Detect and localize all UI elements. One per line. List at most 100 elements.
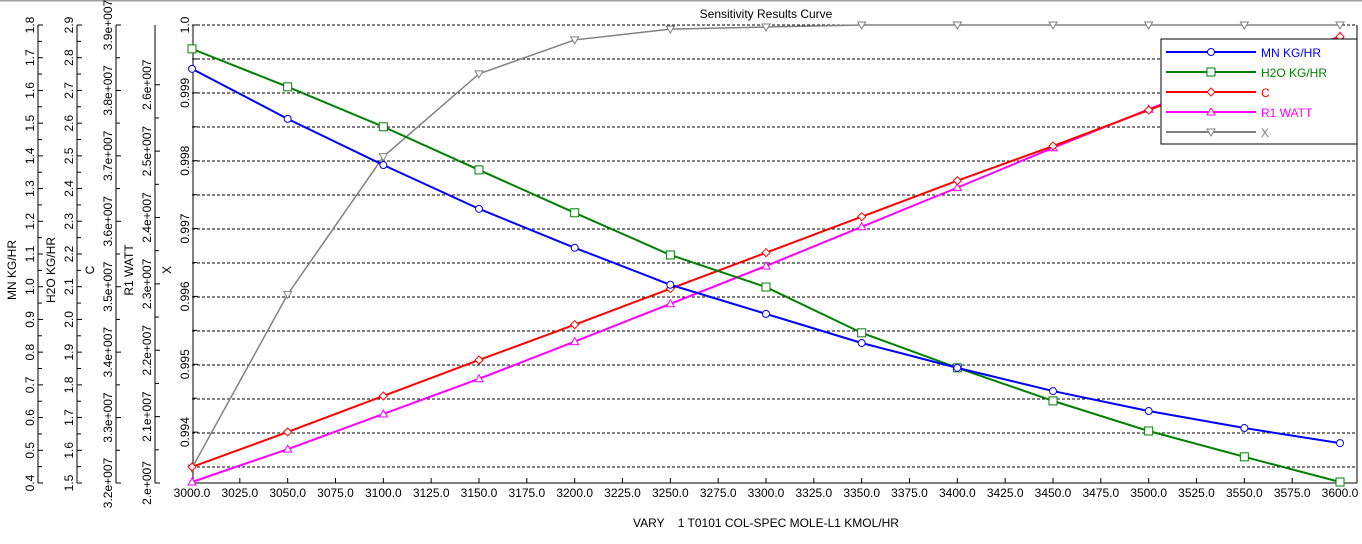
triangle-down-marker	[1048, 21, 1058, 31]
diamond-marker	[187, 462, 197, 472]
legend-item: C	[1166, 86, 1270, 100]
square-marker	[378, 122, 388, 132]
y-tick-label: 2.6	[62, 114, 76, 131]
y-tick-label: 2.2e+007	[140, 325, 154, 376]
diamond-marker	[569, 319, 580, 330]
triangle-down-marker	[761, 23, 771, 33]
circle-marker	[570, 243, 579, 252]
triangle-down-marker	[1239, 21, 1250, 31]
circle-marker	[1336, 439, 1344, 448]
square-marker	[187, 44, 197, 54]
triangle-down-marker	[665, 25, 676, 35]
x-tick-label: 3450.0	[1035, 486, 1072, 500]
series-group	[187, 21, 1345, 487]
y-tick-label: 0.994	[178, 417, 192, 447]
triangle-down-marker	[282, 290, 293, 300]
y-tick-label: 0.995	[178, 349, 192, 379]
x-axis: 3000.0 3025.0 3050.0 3075.0 3100.0 3125.0 3150…	[174, 478, 1359, 500]
x-tick-label: 3175.0	[508, 486, 545, 500]
diamond-marker	[761, 247, 771, 258]
y-tick-label: 3.4e+007	[101, 327, 115, 378]
circle-marker	[379, 161, 388, 170]
diamond-marker	[856, 211, 867, 222]
triangle-up-marker	[378, 408, 389, 418]
y-axes: 0.4 0.5 0.6 0.7 0.8 0.9 1.0 1.1 1.2 1.3 1.4 1.5 1.6 1…	[5, 0, 198, 508]
y-tick-label: 1.6	[62, 442, 76, 459]
x-tick-label: 3550.0	[1226, 486, 1263, 500]
y-axis-label: X	[160, 266, 174, 274]
triangle-up-marker	[282, 444, 293, 453]
chart-title: Sensitivity Results Curve	[700, 7, 833, 21]
y-tick-label: 1.8	[23, 16, 37, 33]
y-tick-label: 0.998	[178, 145, 192, 175]
legend-item: MN KG/HR	[1166, 46, 1321, 60]
triangle-up-marker	[665, 298, 676, 308]
triangle-down-marker	[856, 21, 867, 31]
y-axis-label: R1 WATT	[122, 244, 136, 296]
y-tick-label: 0.6	[23, 409, 37, 426]
circle-marker	[953, 363, 962, 372]
y-tick-label: 2.2	[62, 245, 76, 262]
y-tick-label: 2.3e+007	[140, 258, 154, 309]
triangle-down-marker	[952, 21, 963, 31]
y-tick-label: 3.3e+007	[101, 392, 115, 443]
legend-item: H2O KG/HR	[1166, 66, 1327, 80]
circle-marker	[1240, 424, 1249, 433]
x-tick-label: 3475.0	[1082, 486, 1119, 500]
circle-marker	[1207, 48, 1215, 56]
triangle-down-marker	[378, 153, 389, 162]
diamond-marker	[1206, 87, 1216, 97]
legend-label: H2O KG/HR	[1261, 66, 1327, 80]
y-tick-label: 1.5	[62, 474, 76, 491]
circle-marker	[762, 309, 770, 318]
triangle-up-marker	[856, 221, 867, 231]
diamond-marker	[474, 355, 484, 365]
x-tick-label: 3325.0	[795, 486, 832, 500]
y-tick-label: 2.0	[62, 311, 76, 328]
square-marker	[1144, 426, 1154, 436]
square-marker	[283, 82, 293, 92]
triangle-down-marker	[1143, 21, 1154, 31]
legend-item: X	[1166, 126, 1269, 140]
y-tick-label: 3.7e+007	[101, 130, 115, 181]
x-tick-label: 3275.0	[700, 486, 737, 500]
y-tick-label: 1.6	[23, 82, 37, 99]
y-tick-label: 0.997	[178, 213, 192, 243]
x-tick-label: 3100.0	[365, 486, 402, 500]
diamond-marker	[378, 391, 389, 401]
triangle-down-marker	[474, 70, 484, 79]
y-axis-label: C	[83, 265, 97, 274]
y-tick-label: 1.1	[23, 245, 37, 262]
y-tick-label: 2.3	[62, 213, 76, 230]
x-tick-label: 3400.0	[939, 486, 976, 500]
y-tick-label: 1.5	[23, 114, 37, 131]
triangle-down-marker	[1335, 21, 1345, 31]
y-tick-label: 2.5	[62, 147, 76, 164]
circle-marker	[1144, 407, 1153, 416]
legend-label: R1 WATT	[1261, 106, 1313, 120]
y-tick-label: 0.9	[23, 311, 37, 328]
triangle-up-marker	[187, 476, 197, 486]
triangle-up-marker	[952, 182, 963, 192]
y-tick-label: 1.8	[62, 376, 76, 393]
x-tick-label: 3425.0	[987, 486, 1024, 500]
x-tick-label: 3025.0	[221, 486, 258, 500]
square-marker	[857, 328, 867, 338]
y-axis-label: MN KG/HR	[5, 240, 19, 300]
y-tick-label: 1.2	[23, 213, 37, 230]
circle-marker	[857, 338, 866, 347]
x-tick-label: 3375.0	[891, 486, 928, 500]
x-tick-label: 3350.0	[843, 486, 880, 500]
square-marker	[1048, 396, 1058, 406]
square-marker	[1239, 452, 1249, 462]
y-tick-label: 2.9	[62, 16, 76, 33]
y-tick-label: 2.5e+007	[140, 126, 154, 177]
square-marker	[1206, 67, 1216, 77]
x-axis-label: VARY 1 T0101 COL-SPEC MOLE-L1 KMOL/HR	[633, 516, 899, 530]
y-tick-label: 1.4	[23, 147, 37, 164]
x-tick-label: 3225.0	[604, 486, 641, 500]
triangle-up-marker	[1206, 106, 1216, 116]
triangle-up-marker	[761, 260, 771, 270]
x-tick-label: 3050.0	[269, 486, 306, 500]
diamond-marker	[282, 427, 293, 437]
